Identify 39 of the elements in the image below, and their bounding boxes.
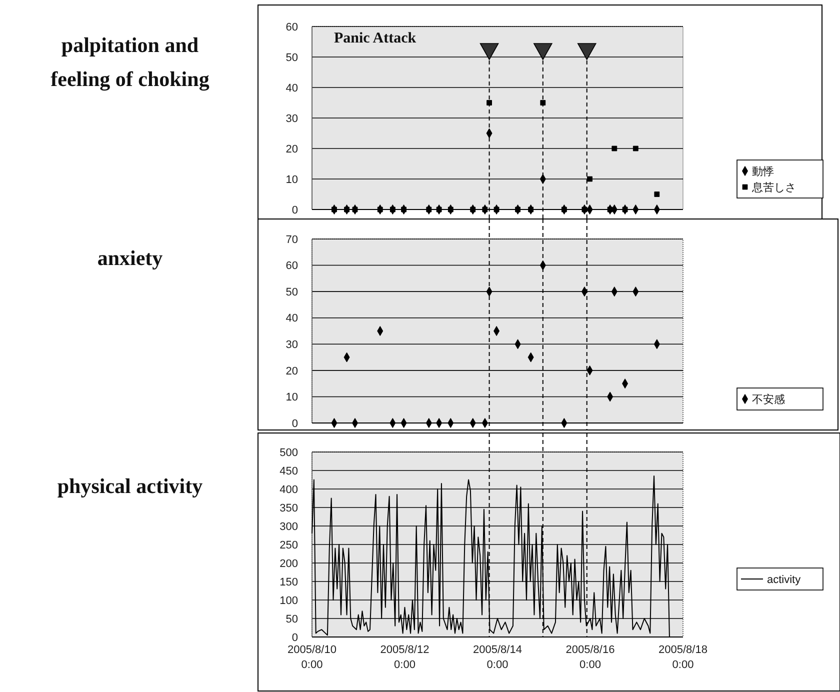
legend-label: activity: [767, 574, 802, 586]
y-tick-label: 40: [286, 82, 298, 94]
x-tick-label: 2005/8/18 0:00: [658, 644, 708, 671]
x-tick-label: 2005/8/14 0:00: [473, 644, 522, 671]
legend-label: 動悸: [752, 166, 774, 178]
y-tick-label: 200: [280, 558, 298, 570]
y-tick-label: 0: [292, 204, 298, 216]
y-tick-label: 10: [286, 392, 298, 404]
y-tick-label: 60: [286, 21, 298, 34]
y-axis-title: palpitation and feeling of choking: [50, 33, 210, 91]
y-tick-label: 10: [286, 174, 298, 186]
y-tick-label: 400: [280, 484, 298, 496]
y-tick-label: 40: [286, 312, 298, 325]
y-tick-label: 0: [292, 632, 298, 644]
y-tick-label: 50: [286, 52, 298, 64]
y-tick-label: 20: [286, 143, 298, 156]
y-tick-label: 100: [280, 594, 298, 607]
y-axis-title: anxiety: [97, 246, 164, 270]
y-tick-label: 70: [286, 234, 298, 246]
legend-label: 息苦しさ: [751, 180, 796, 194]
y-tick-label: 150: [280, 576, 298, 588]
y-tick-label: 30: [286, 338, 298, 351]
y-axis-title: physical activity: [57, 474, 204, 498]
y-tick-label: 0: [292, 418, 298, 430]
legend-label: 不安感: [752, 392, 785, 406]
y-tick-label: 30: [286, 112, 298, 125]
y-tick-label: 300: [280, 520, 298, 533]
annotation: Panic Attack: [334, 30, 417, 46]
y-tick-label: 500: [280, 446, 298, 459]
x-tick-label: 2005/8/10 0:00: [288, 644, 336, 671]
y-tick-label: 250: [280, 539, 298, 552]
y-tick-label: 20: [286, 365, 298, 378]
x-tick-label: 2005/8/12 0:00: [380, 644, 430, 671]
y-tick-label: 350: [280, 502, 298, 514]
y-tick-label: 60: [286, 260, 298, 272]
y-tick-label: 50: [286, 286, 298, 298]
x-tick-label: 2005/8/16 0:00: [566, 644, 615, 671]
y-tick-label: 50: [286, 613, 298, 626]
y-tick-label: 450: [280, 465, 298, 478]
